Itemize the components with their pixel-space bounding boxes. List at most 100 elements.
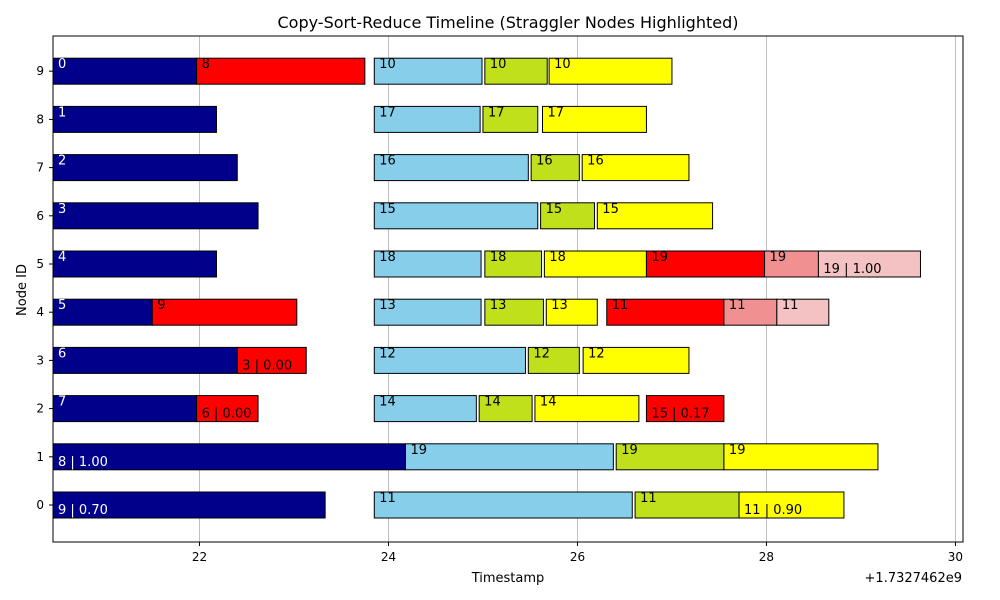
bar-label: 11	[612, 298, 629, 313]
timeline-bar	[606, 298, 725, 326]
bar-label: 11 | 0.90	[744, 503, 802, 518]
bar-label: 16	[379, 154, 396, 169]
y-tick-label: 4	[36, 305, 44, 319]
bar-label: 17	[547, 105, 564, 120]
bar-label: 12	[379, 346, 396, 361]
bar-label: 3	[58, 202, 66, 217]
bar-label: 9	[157, 298, 165, 313]
timeline-bar	[484, 298, 544, 326]
timeline-bar	[541, 105, 647, 133]
timeline-bar	[52, 57, 198, 85]
timeline-bar	[52, 202, 259, 230]
bar-label: 11	[782, 298, 799, 313]
bar-label: 16	[587, 154, 604, 169]
bar-label: 4	[58, 250, 66, 265]
plot-frame	[52, 35, 964, 543]
bar-label: 7	[58, 395, 66, 410]
timeline-bar	[151, 298, 298, 326]
timeline-bar	[373, 395, 477, 423]
timeline-bar	[645, 395, 725, 423]
bar-label: 18	[379, 250, 396, 265]
x-tick-label: 22	[192, 550, 207, 564]
bar-label: 2	[58, 154, 66, 169]
x-tick-label: 30	[948, 550, 963, 564]
timeline-bar	[236, 346, 307, 374]
timeline-bar	[545, 298, 598, 326]
y-tick-label: 5	[36, 257, 44, 271]
bar-label: 17	[379, 105, 396, 120]
y-tick-label: 0	[36, 498, 44, 512]
bar-label: 19	[651, 250, 668, 265]
bar-label: 0	[58, 57, 66, 72]
bar-label: 19	[621, 443, 638, 458]
timeline-bar	[596, 202, 714, 230]
timeline-bar	[634, 491, 740, 519]
y-tick-label: 2	[36, 402, 44, 416]
x-tick-label: 28	[759, 550, 774, 564]
bar-label: 15	[379, 202, 396, 217]
bar-label: 10	[379, 57, 396, 72]
y-tick-label: 3	[36, 353, 44, 367]
bar-label: 11	[729, 298, 746, 313]
bar-label: 12	[533, 346, 550, 361]
timeline-bar	[723, 298, 778, 326]
timeline-bar	[723, 443, 879, 471]
bar-label: 14	[379, 395, 396, 410]
timeline-bar	[484, 57, 548, 85]
bar-label: 15	[546, 202, 563, 217]
bar-label: 15 | 0.17	[651, 407, 709, 422]
timeline-bar	[373, 298, 482, 326]
x-offset-label: +1.7327462e9	[865, 571, 962, 586]
y-tick-label: 6	[36, 209, 44, 223]
bar-label: 14	[540, 395, 557, 410]
timeline-bar	[482, 105, 539, 133]
timeline-bar	[478, 395, 533, 423]
bar-label: 5	[58, 298, 66, 313]
timeline-bar	[534, 395, 640, 423]
timeline-bar	[52, 250, 217, 278]
timeline-bar	[52, 346, 238, 374]
timeline-bar	[738, 491, 845, 519]
bar-label: 6 | 0.00	[202, 407, 252, 422]
timeline-bar	[52, 298, 153, 326]
timeline-bar	[404, 443, 614, 471]
bar-label: 19	[729, 443, 746, 458]
bar-label: 14	[484, 395, 501, 410]
timeline-bar	[817, 250, 921, 278]
bar-label: 17	[488, 105, 505, 120]
bar-label: 11	[379, 491, 396, 506]
bar-label: 10	[490, 57, 507, 72]
y-tick-label: 1	[36, 450, 44, 464]
bar-label: 10	[554, 57, 571, 72]
bar-label: 3 | 0.00	[242, 358, 292, 373]
timeline-bar	[645, 250, 766, 278]
timeline-bar	[373, 105, 481, 133]
timeline-bar	[615, 443, 725, 471]
x-tick-label: 24	[381, 550, 396, 564]
y-tick-label: 9	[36, 64, 44, 78]
y-axis-label: Node ID	[15, 264, 30, 316]
bar-label: 8	[202, 57, 210, 72]
bar-label: 12	[588, 346, 605, 361]
bar-label: 13	[490, 298, 507, 313]
timeline-bar	[548, 57, 673, 85]
timeline-bar	[373, 202, 539, 230]
bar-label: 19 | 1.00	[823, 262, 881, 277]
bar-label: 19	[410, 443, 427, 458]
timeline-bar	[764, 250, 819, 278]
timeline-bar	[196, 57, 366, 85]
timeline-bar	[373, 250, 482, 278]
timeline-bar	[581, 154, 690, 182]
timeline-bar	[776, 298, 830, 326]
bar-label: 19	[770, 250, 787, 265]
x-axis-label: Timestamp	[471, 571, 545, 586]
bar-label: 11	[640, 491, 657, 506]
timeline-bar	[373, 154, 529, 182]
timeline-bar	[52, 395, 198, 423]
timeline-bar	[540, 202, 595, 230]
bar-label: 13	[379, 298, 396, 313]
bar-label: 15	[602, 202, 619, 217]
y-tick-label: 8	[36, 112, 44, 126]
timeline-bar	[373, 346, 526, 374]
